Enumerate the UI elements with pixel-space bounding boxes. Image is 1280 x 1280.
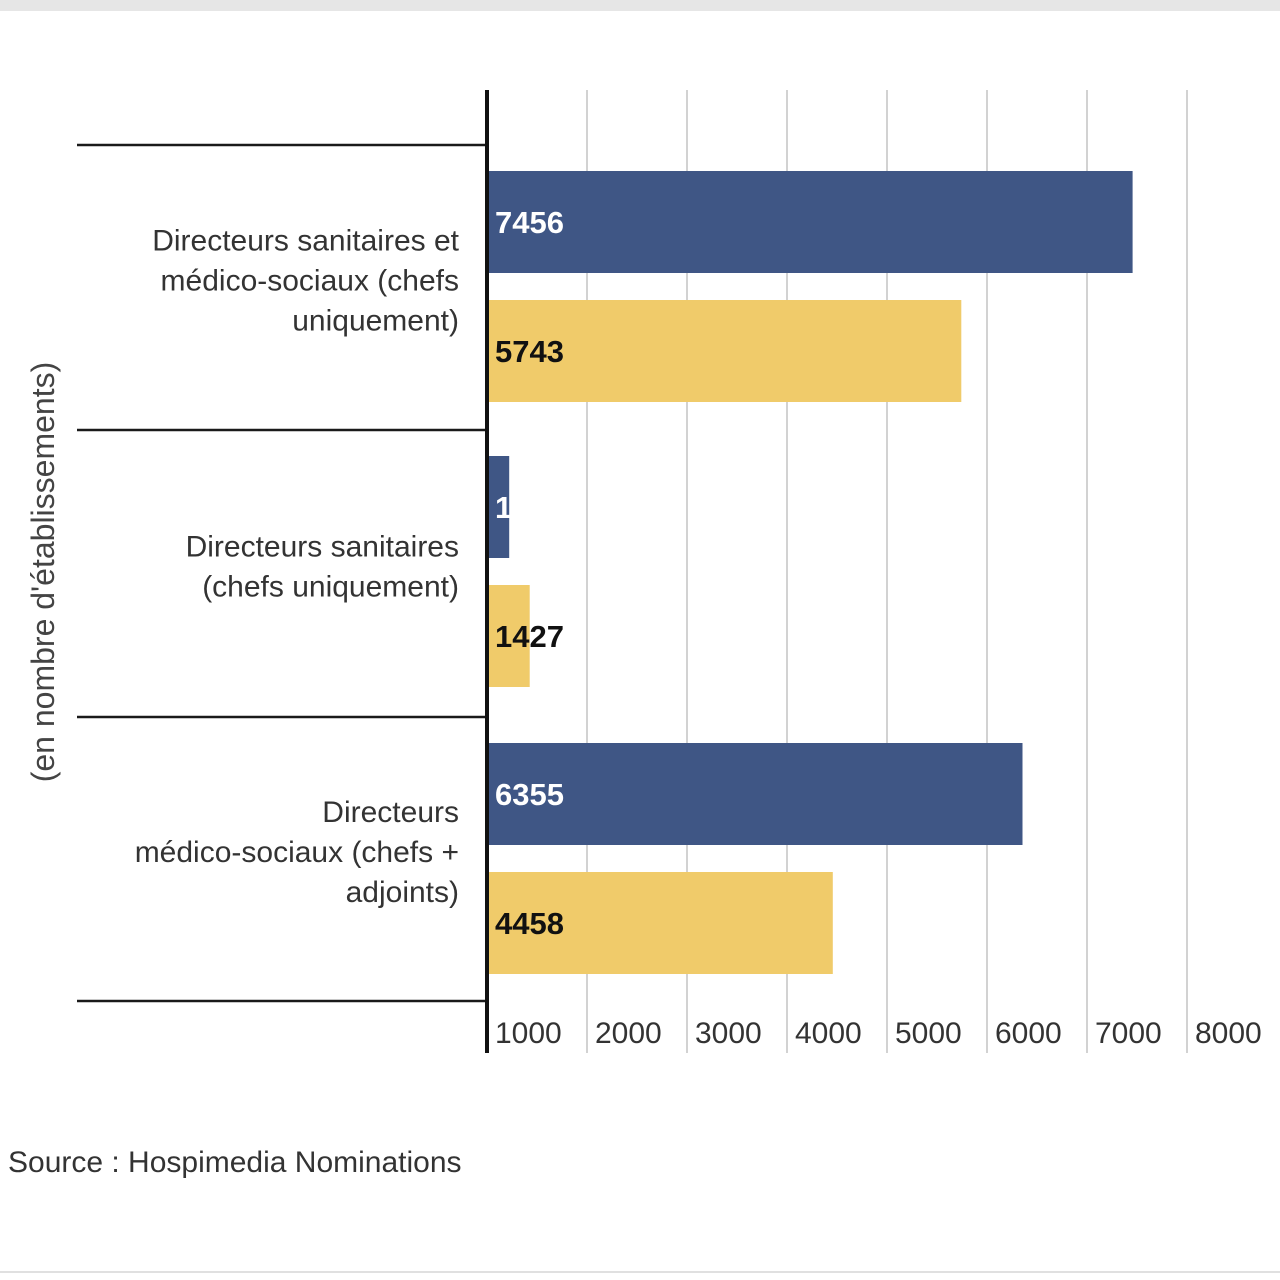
category-label: médico-sociaux (chefs (161, 265, 459, 298)
bottom-rule (0, 1271, 1280, 1273)
source-note: Source : Hospimedia Nominations (8, 1146, 462, 1179)
bar (487, 456, 510, 558)
bar-value-label: 1222 (495, 490, 564, 525)
bar-value-label: 4458 (495, 906, 564, 941)
x-tick-label: 5000 (895, 1017, 962, 1050)
category-label: uniquement) (292, 305, 459, 338)
category-label: (chefs uniquement) (202, 571, 459, 604)
x-tick-label: 1000 (495, 1017, 562, 1050)
bar (487, 171, 1133, 273)
x-tick-label: 3000 (695, 1017, 762, 1050)
bar-value-label: 5743 (495, 334, 564, 369)
bar (487, 585, 530, 687)
bar-value-label: 6355 (495, 777, 564, 812)
category-label: médico-sociaux (chefs + (135, 836, 459, 869)
x-tick-label: 7000 (1095, 1017, 1162, 1050)
bar (487, 872, 833, 974)
category-label: Directeurs sanitaires (186, 531, 459, 564)
bar (487, 743, 1023, 845)
category-label: adjoints) (346, 876, 459, 909)
bar-chart: 7456 5743 Directeurs sanitaires et médico-s… (25, 90, 1262, 1053)
bar (487, 300, 962, 402)
x-tick-label: 4000 (795, 1017, 862, 1050)
top-band (0, 0, 1280, 11)
x-tick-label: 6000 (995, 1017, 1062, 1050)
x-tick-label: 2000 (595, 1017, 662, 1050)
bar-value-label: 7456 (495, 205, 564, 240)
y-axis-title: (en nombre d'établissements) (25, 362, 61, 783)
category-label: Directeurs (322, 796, 459, 829)
x-tick-label: 8000 (1195, 1017, 1262, 1050)
category-label: Directeurs sanitaires et (152, 225, 459, 258)
bar-value-label: 1427 (495, 619, 564, 654)
